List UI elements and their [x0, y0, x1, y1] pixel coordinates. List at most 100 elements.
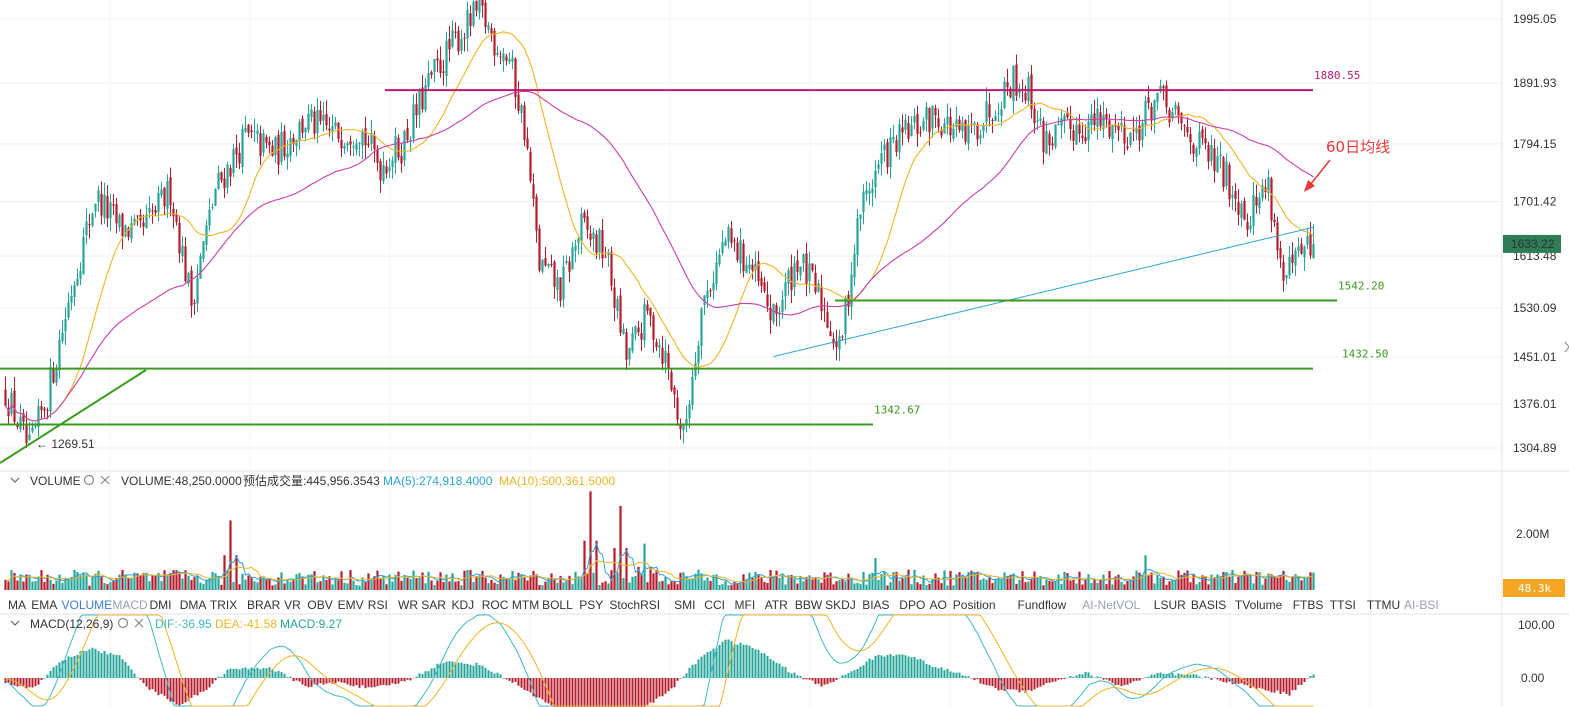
gear-icon[interactable]: [83, 474, 95, 486]
volume-bar: [100, 576, 103, 590]
macd-bar: [1198, 676, 1201, 678]
volume-bar: [526, 580, 529, 590]
macd-bar: [925, 664, 928, 678]
volume-bar: [370, 578, 373, 590]
macd-bar: [1057, 678, 1060, 680]
candle-body: [169, 177, 172, 206]
macd-bar: [883, 656, 886, 678]
macd-bar: [472, 665, 475, 678]
macd-bar: [1207, 676, 1210, 678]
volume-bar: [613, 547, 616, 590]
close-icon[interactable]: [100, 475, 110, 485]
candle-body: [634, 326, 637, 335]
tab-label: WR: [398, 598, 418, 612]
volume-bar: [460, 585, 463, 590]
volume-bar: [652, 573, 655, 590]
macd-bar: [619, 678, 622, 707]
candle-body: [403, 130, 406, 161]
volume-bar: [787, 575, 790, 590]
macd-bar: [544, 678, 547, 703]
macd-bar: [103, 651, 106, 678]
candle-body: [295, 139, 298, 146]
volume-bar: [991, 583, 994, 590]
macd-bar: [88, 649, 91, 678]
volume-bar: [1051, 581, 1054, 590]
macd-bar: [70, 657, 73, 678]
candle-body: [928, 108, 931, 133]
macd-histogram: [4, 639, 1315, 707]
candle-body: [454, 31, 457, 33]
close-icon[interactable]: [134, 618, 144, 628]
volume-bar: [754, 571, 757, 590]
macd-bar: [913, 656, 916, 678]
macd-bar: [367, 678, 370, 688]
volume-bar: [976, 571, 979, 590]
candle-body: [190, 270, 193, 307]
volume-bar: [319, 581, 322, 590]
macd-bar: [358, 678, 361, 688]
macd-bar: [232, 668, 235, 678]
macd-bar: [274, 671, 277, 678]
candle-body: [814, 272, 817, 293]
volume-bar: [91, 577, 94, 590]
candle-body: [586, 216, 589, 230]
candle-body: [235, 147, 238, 155]
candle-body: [919, 132, 922, 134]
volume-ma5: MA(5):274,918.4000: [383, 474, 493, 488]
volume-value: VOLUME:48,250.0000: [121, 474, 242, 488]
macd-bar: [97, 651, 100, 678]
candle-body: [547, 264, 550, 267]
candle-body: [583, 212, 586, 219]
macd-bar: [724, 639, 727, 678]
macd-bar: [1141, 678, 1144, 679]
volume-bar: [154, 575, 157, 590]
volume-bar: [847, 573, 850, 590]
macd-bar: [361, 678, 364, 686]
candle-body: [175, 213, 178, 222]
macd-bar: [859, 666, 862, 678]
gear-icon[interactable]: [117, 617, 129, 629]
volume-bar: [739, 582, 742, 590]
chevron-right-icon[interactable]: [1564, 341, 1569, 353]
volume-bar: [1273, 575, 1276, 590]
volume-bar: [706, 577, 709, 590]
volume-bar: [550, 573, 553, 590]
candle-body: [1096, 108, 1099, 127]
volume-bar: [79, 575, 82, 590]
macd-bar: [772, 660, 775, 678]
volume-bar: [640, 574, 643, 590]
trend-line[interactable]: [0, 369, 147, 464]
tab-label: SMI: [674, 598, 695, 612]
candle-body: [904, 119, 907, 130]
candle-body: [712, 283, 715, 291]
candle-body: [598, 229, 601, 253]
macd-bar: [523, 678, 526, 690]
macd-bar: [1216, 678, 1219, 680]
candle-body: [154, 209, 157, 213]
candle-body: [472, 1, 475, 26]
candle-body: [340, 139, 343, 149]
volume-bar: [1210, 574, 1213, 590]
level-label: 1880.55: [1314, 69, 1360, 82]
volume-bar: [259, 577, 262, 590]
candle-body: [832, 338, 835, 344]
volume-bar: [448, 581, 451, 590]
volume-bar: [1129, 580, 1132, 590]
candle-body: [1117, 125, 1120, 131]
chevron-down-icon[interactable]: [10, 620, 20, 626]
volume-bar: [691, 578, 694, 590]
candle-body: [610, 251, 613, 286]
volume-bar: [1279, 575, 1282, 590]
macd-bar: [439, 663, 442, 678]
volume-bar: [163, 570, 166, 590]
candle-body: [784, 282, 787, 297]
macd-bar: [301, 678, 304, 685]
volume-bar: [973, 571, 976, 590]
macd-bar: [694, 664, 697, 678]
chevron-down-icon[interactable]: [10, 477, 20, 483]
macd-bar: [79, 651, 82, 678]
macd-bar: [721, 641, 724, 678]
candle-body: [514, 58, 517, 98]
